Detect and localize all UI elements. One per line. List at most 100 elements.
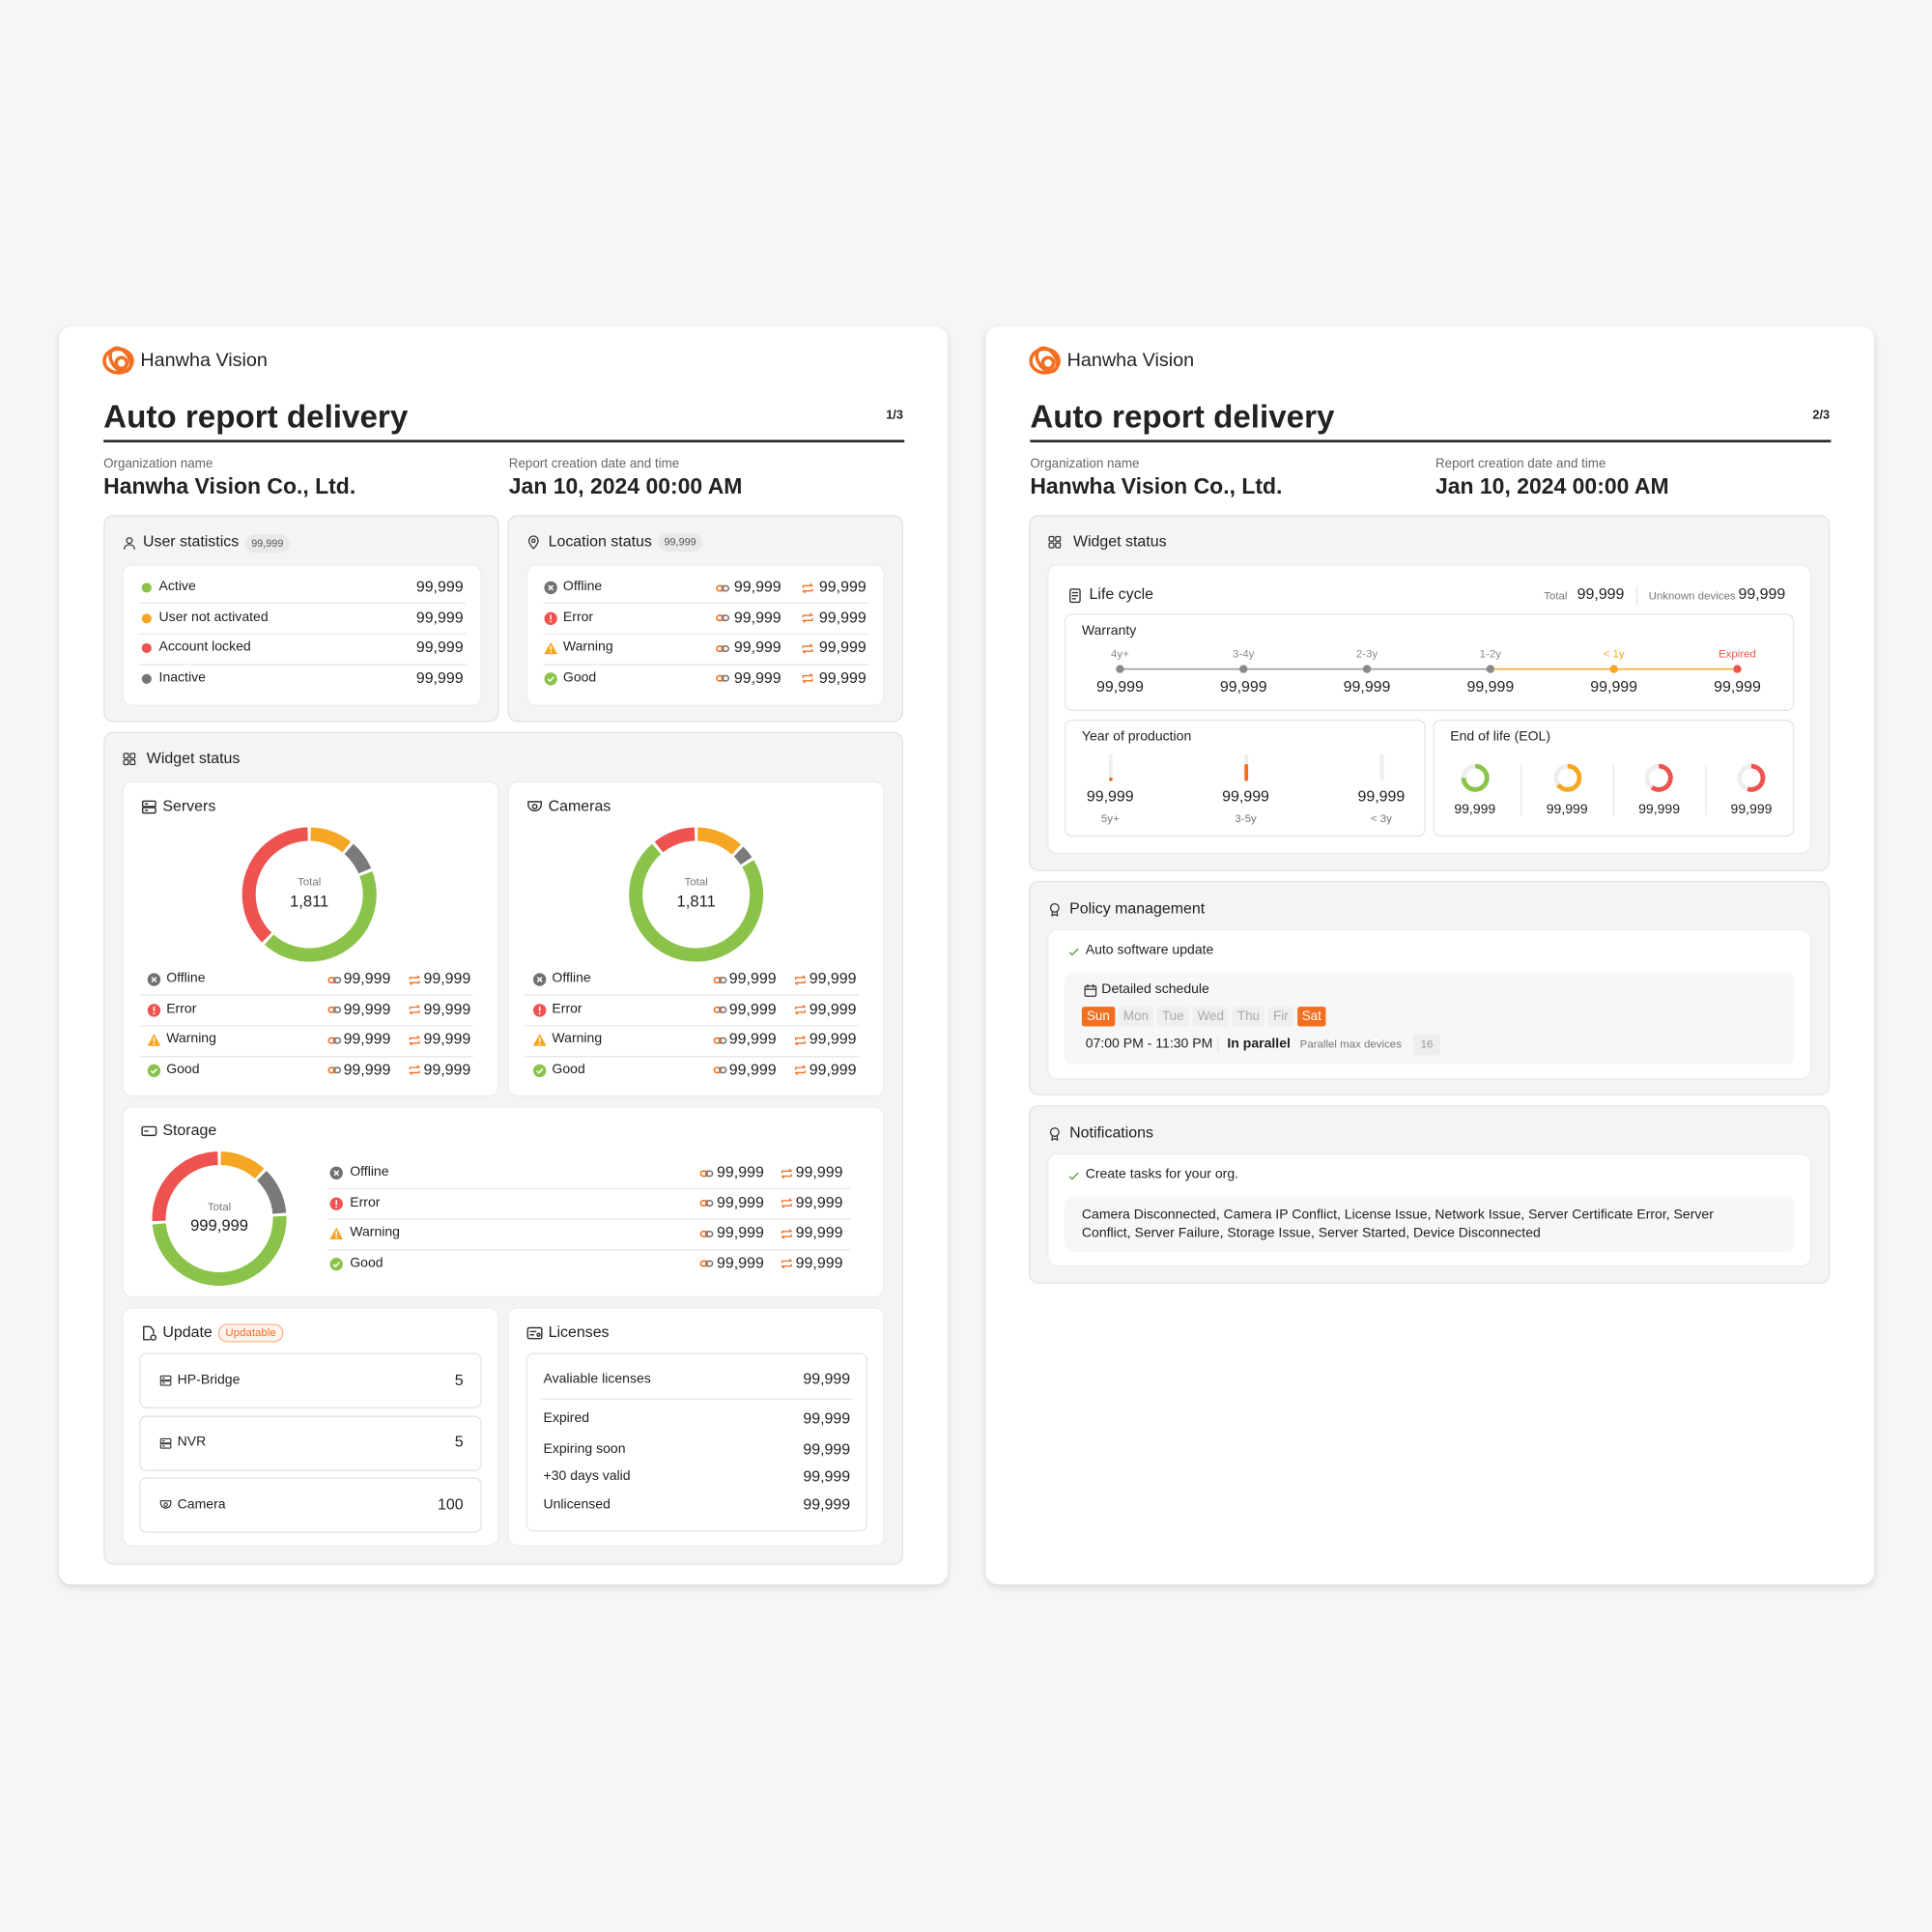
connected-count: 99,999 (717, 1224, 764, 1241)
icon-shape (794, 1005, 806, 1015)
user-statistics-card (122, 564, 482, 706)
icon-refresh (801, 673, 812, 684)
icon-storage (141, 1125, 157, 1137)
ring-fill (1651, 763, 1674, 792)
separator (139, 603, 467, 605)
status-label: Error (552, 1001, 582, 1016)
progress-ring (1461, 763, 1490, 792)
report-date: Jan 10, 2024 00:00 AM (1435, 473, 1669, 499)
date-label: Report creation date and time (508, 456, 680, 471)
icon-shape (161, 1439, 165, 1446)
card-title: Life cycle (1089, 585, 1154, 603)
box-title: Warranty (1081, 623, 1137, 639)
icon-shape (1051, 1135, 1059, 1141)
synced-count: 99,999 (809, 1030, 857, 1048)
ring-fill (1461, 763, 1490, 792)
item-count: 5 (454, 1371, 464, 1389)
icon-shape (1070, 591, 1078, 599)
icon-shape (129, 759, 136, 766)
license-label: Unlicensed (543, 1496, 611, 1513)
day-chip: Mon (1118, 1007, 1154, 1027)
icon-error (532, 1003, 547, 1017)
icon-shape (114, 355, 129, 371)
box-title: End of life (EOL) (1450, 729, 1551, 745)
icon-shape (530, 538, 536, 544)
synced-count: 99,999 (818, 608, 867, 626)
day-chip: Wed (1192, 1007, 1230, 1027)
icon-good (329, 1257, 343, 1271)
icon-shape (538, 1042, 541, 1045)
icon-shape (801, 642, 812, 654)
icon-conn (698, 1230, 713, 1237)
icon-shape (547, 676, 554, 682)
card-title: Cameras (548, 797, 611, 815)
connected-count: 99,999 (728, 1030, 777, 1048)
progress-ring (1552, 763, 1581, 792)
icon-refresh (794, 1065, 806, 1076)
icon-conn (715, 583, 729, 591)
icon-shape (153, 1006, 156, 1011)
icon-shape (159, 1375, 171, 1386)
icon-shape (1048, 535, 1062, 549)
separator (327, 1218, 851, 1220)
icon-warning (329, 1227, 344, 1240)
icon-shape (141, 800, 156, 814)
icon-ribbon (1049, 902, 1060, 917)
connected-count: 99,999 (733, 608, 781, 626)
report-title: Auto report delivery (1030, 397, 1335, 435)
icon-shape (141, 800, 156, 808)
license-label: +30 days valid (543, 1468, 631, 1484)
icon-shape (698, 1230, 708, 1237)
synced-count: 99,999 (818, 668, 867, 687)
eol-count: 99,999 (1454, 802, 1496, 817)
period-label: Expired (1719, 647, 1756, 660)
production-count: 99,999 (1357, 787, 1406, 806)
page-number: 1/3 (886, 409, 903, 423)
schedule-mode: In parallel (1227, 1036, 1291, 1052)
item-label: NVR (177, 1434, 207, 1450)
timeline-dot (1116, 665, 1124, 673)
separator (543, 633, 869, 635)
icon-shape (141, 1125, 157, 1137)
icon-shape (1068, 587, 1081, 603)
donut-chart (629, 827, 764, 962)
icon-shape (712, 1066, 722, 1074)
icon-offline (147, 973, 161, 986)
icon-shape (123, 759, 129, 766)
separator (543, 663, 869, 666)
connected-count: 99,999 (343, 1030, 391, 1048)
icon-conn (712, 1066, 726, 1074)
status-count: 99,999 (415, 608, 464, 626)
separator (327, 1187, 851, 1190)
license-label: Expired (543, 1410, 590, 1426)
separator (139, 1055, 473, 1057)
status-dot (141, 643, 152, 654)
icon-camera (527, 801, 542, 812)
status-label: Error (350, 1194, 381, 1210)
icon-refresh (801, 642, 812, 654)
donut-segment (310, 827, 352, 853)
icon-shape (531, 803, 538, 810)
synced-count: 99,999 (809, 1061, 857, 1079)
icon-shape (331, 976, 341, 983)
icon-shape (143, 1325, 155, 1341)
icon-shape (550, 651, 553, 654)
icon-offline (544, 581, 557, 595)
unknown-label: Unknown devices (1648, 589, 1736, 602)
period-label: 4y+ (1111, 647, 1129, 660)
separator (1635, 586, 1638, 606)
status-label: Good (562, 669, 597, 686)
status-label: Offline (552, 971, 591, 986)
separator (525, 994, 860, 996)
icon-shape (1068, 1172, 1078, 1179)
licenses-box (526, 1352, 867, 1532)
icon-shape (150, 1067, 158, 1074)
icon-conn (698, 1260, 713, 1267)
icon-shape (698, 1169, 708, 1177)
icon-offline (532, 973, 547, 986)
icon-shape (335, 1231, 337, 1236)
separator (139, 663, 467, 666)
icon-conn (715, 675, 729, 682)
icon-shape (794, 974, 806, 985)
